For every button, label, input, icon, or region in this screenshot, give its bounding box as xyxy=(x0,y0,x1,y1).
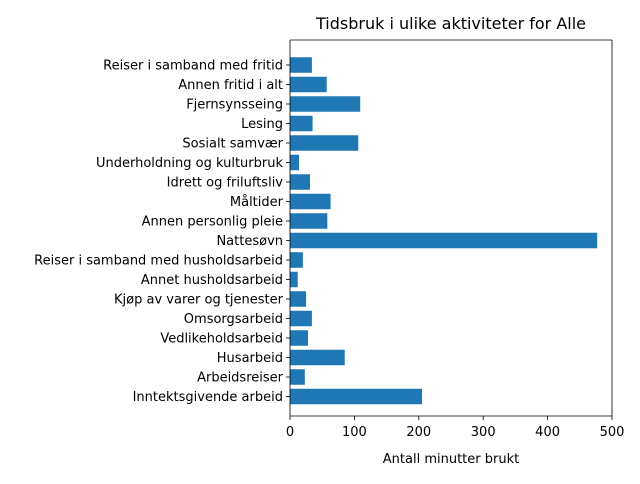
y-tick-label: Omsorgsarbeid xyxy=(184,312,283,327)
bar xyxy=(290,291,307,307)
bar xyxy=(290,115,313,132)
y-tick-label: Husarbeid xyxy=(217,351,283,366)
bar xyxy=(290,154,300,171)
bar xyxy=(290,310,312,327)
bar xyxy=(290,330,309,346)
bar xyxy=(290,232,598,249)
y-tick-label: Annen personlig pleie xyxy=(142,215,283,230)
y-tick-label: Sosialt samvær xyxy=(182,137,283,152)
x-tick-label: 100 xyxy=(342,425,367,440)
bar xyxy=(290,252,303,268)
bar xyxy=(290,76,327,93)
bar xyxy=(290,388,423,405)
axes-layer: Inntektsgivende arbeid Arbeidsreiser Husar… xyxy=(34,39,625,440)
bar xyxy=(290,213,328,229)
x-tick-label: 300 xyxy=(471,425,496,440)
x-tick-label: 0 xyxy=(286,425,294,440)
bar xyxy=(290,369,305,385)
y-tick-label: Måltider xyxy=(230,195,284,210)
y-tick-label: Reiser i samband med husholdsarbeid xyxy=(34,254,283,269)
y-tick-label: Annen fritid i alt xyxy=(178,78,283,93)
x-tick-label: 200 xyxy=(406,425,431,440)
bar xyxy=(290,135,359,151)
bar xyxy=(290,271,298,288)
bar xyxy=(290,174,310,190)
x-axis-label: Antall minutter brukt xyxy=(383,452,519,467)
bars-layer xyxy=(290,57,598,405)
y-tick-label: Annet husholdsarbeid xyxy=(141,273,283,288)
y-tick-label: Nattesøvn xyxy=(216,234,283,249)
x-tick-label: 400 xyxy=(535,425,560,440)
y-tick-label: Lesing xyxy=(241,117,283,132)
y-tick-label: Arbeidsreiser xyxy=(197,371,284,386)
x-tick-label: 500 xyxy=(600,425,625,440)
bar xyxy=(290,96,361,112)
chart-title: Tidsbruk i ulike aktiviteter for Alle xyxy=(315,14,586,33)
bar xyxy=(290,57,312,73)
y-tick-label: Reiser i samband med fritid xyxy=(103,59,283,74)
bar xyxy=(290,349,345,366)
y-tick-label: Vedlikeholdsarbeid xyxy=(160,332,283,347)
y-tick-label: Fjernsynsseing xyxy=(186,98,283,113)
bar xyxy=(290,193,331,210)
y-tick-label: Inntektsgivende arbeid xyxy=(133,390,283,405)
y-tick-label: Idrett og friluftsliv xyxy=(167,176,284,191)
y-tick-label: Underholdning og kulturbruk xyxy=(96,156,283,171)
y-tick-label: Kjøp av varer og tjenester xyxy=(114,293,284,308)
